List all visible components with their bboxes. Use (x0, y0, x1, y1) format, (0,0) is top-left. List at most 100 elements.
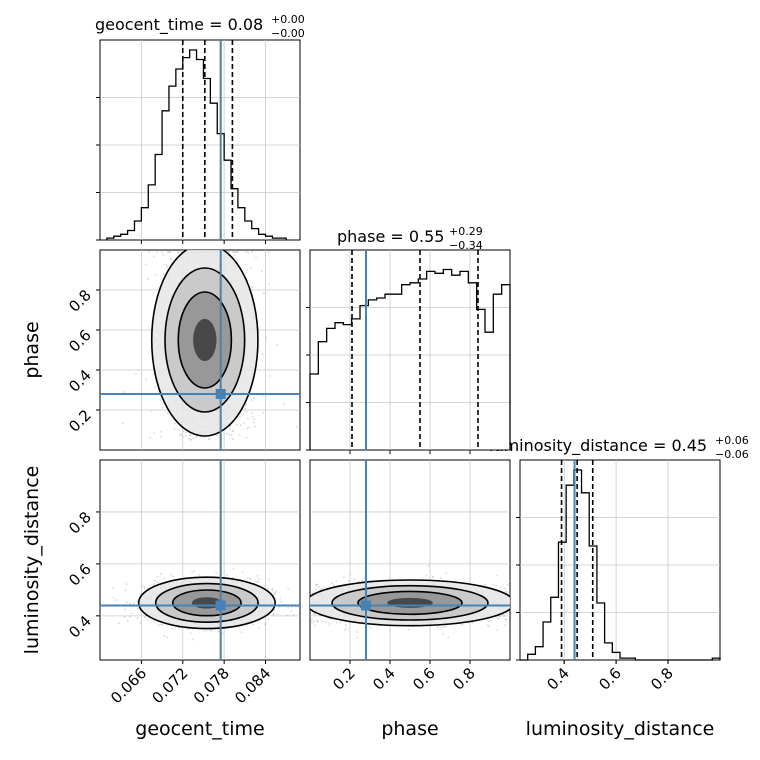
sample-point (159, 435, 162, 438)
sample-point (320, 588, 323, 590)
sample-point (310, 615, 312, 618)
sample-point (496, 574, 499, 577)
sample-point (181, 435, 184, 438)
sample-point (159, 572, 162, 575)
pair-1-frame (99, 459, 301, 661)
sample-point (129, 615, 131, 618)
sample-point (488, 620, 490, 623)
sample-point (295, 426, 298, 428)
title-luminosity-distance-sub: −0.06 (715, 448, 749, 461)
sample-point (133, 602, 136, 604)
hist-geocent_time-frame (99, 39, 301, 241)
sample-point (257, 626, 260, 629)
sample-point (316, 620, 319, 623)
sample-point (239, 415, 241, 418)
sample-point (244, 407, 246, 410)
sample-point (246, 427, 249, 430)
sample-point (163, 273, 165, 276)
sample-point (232, 438, 234, 441)
sample-point (154, 274, 157, 276)
sample-point (159, 399, 162, 401)
hist-luminosity_distance-frame (519, 459, 721, 661)
title-phase-sup: +0.29 (449, 225, 483, 238)
sample-point (189, 434, 192, 437)
sample-point (499, 586, 502, 588)
sample-point (89, 600, 91, 602)
x-tick-label: 0.4 (543, 664, 573, 694)
x-tick-label: 0.084 (231, 664, 274, 707)
sample-point (318, 586, 321, 588)
sample-point (343, 576, 345, 579)
histogram-luminosity_distance (520, 469, 721, 661)
sample-point (272, 614, 275, 616)
title-luminosity-distance-sup: +0.06 (715, 434, 749, 447)
sample-point (252, 421, 255, 424)
sample-point (461, 623, 464, 626)
ylabel-luminosity-distance: luminosity_distance (21, 466, 43, 655)
x-tick-label: 0.8 (449, 664, 479, 694)
sample-point (486, 624, 489, 627)
sample-point (245, 271, 248, 274)
sample-point (225, 574, 228, 577)
title-phase-sub: −0.34 (449, 239, 483, 252)
sample-point (275, 590, 277, 593)
x-tick-label: 0.6 (409, 664, 439, 694)
sample-point (271, 589, 274, 592)
contour-line (331, 584, 489, 621)
sample-point (180, 434, 183, 436)
sample-point (160, 623, 163, 626)
sample-point (191, 571, 194, 574)
sample-point (298, 606, 300, 609)
svg-text:geocent_time = 0.08: geocent_time = 0.08 (95, 15, 263, 35)
sample-point (312, 612, 315, 615)
sample-point (248, 426, 251, 429)
sample-point (335, 580, 338, 583)
truth-marker (361, 600, 371, 611)
scatter-panel-phase-luminosity_distance (309, 459, 511, 661)
sample-point (262, 411, 265, 414)
y-tick-label: 0.6 (65, 326, 95, 356)
sample-point (217, 630, 220, 633)
sample-point (263, 584, 265, 587)
hist-panel-luminosity_distance (516, 459, 721, 664)
title-geocent-time-text: geocent_time = 0.08 (95, 15, 263, 35)
truth-marker (215, 600, 226, 611)
sample-point (356, 631, 358, 633)
sample-point (207, 438, 210, 441)
sample-point (124, 609, 126, 611)
sample-point (322, 586, 325, 588)
sample-point (191, 638, 194, 641)
sample-point (145, 378, 148, 381)
sample-point (253, 425, 256, 428)
sample-point (247, 252, 250, 254)
sample-point (147, 278, 150, 280)
sample-point (185, 431, 187, 434)
y-tick-label: 0.6 (65, 560, 95, 590)
contour-line (150, 250, 259, 437)
sample-point (112, 587, 115, 589)
sample-point (264, 623, 266, 626)
sample-point (232, 567, 235, 570)
sample-point (202, 629, 205, 632)
sample-point (240, 631, 243, 633)
sample-point (189, 632, 192, 635)
sample-point (177, 251, 179, 253)
sample-point (324, 621, 327, 624)
sample-point (158, 624, 160, 627)
sample-point (496, 629, 499, 632)
sample-point (257, 580, 260, 583)
x-tick-label: 0.078 (190, 664, 233, 707)
sample-point (152, 373, 155, 376)
sample-point (335, 621, 338, 624)
sample-point (187, 438, 190, 440)
sample-point (249, 578, 252, 581)
sample-point (173, 428, 176, 430)
sample-point (243, 422, 246, 424)
sample-point (145, 263, 148, 266)
sample-point (261, 353, 264, 356)
sample-point (313, 620, 316, 623)
sample-point (353, 578, 356, 581)
sample-point (229, 428, 231, 431)
sample-point (166, 636, 169, 639)
sample-point (239, 424, 242, 427)
